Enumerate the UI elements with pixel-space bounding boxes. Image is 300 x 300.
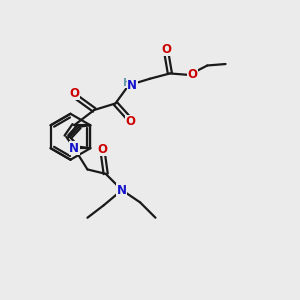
Text: H: H: [123, 78, 132, 88]
Text: N: N: [69, 142, 79, 155]
Text: N: N: [127, 79, 137, 92]
Text: O: O: [188, 68, 198, 81]
Text: O: O: [125, 115, 135, 128]
Text: O: O: [161, 43, 171, 56]
Text: O: O: [70, 87, 80, 100]
Text: O: O: [98, 142, 108, 156]
Text: N: N: [117, 184, 127, 196]
